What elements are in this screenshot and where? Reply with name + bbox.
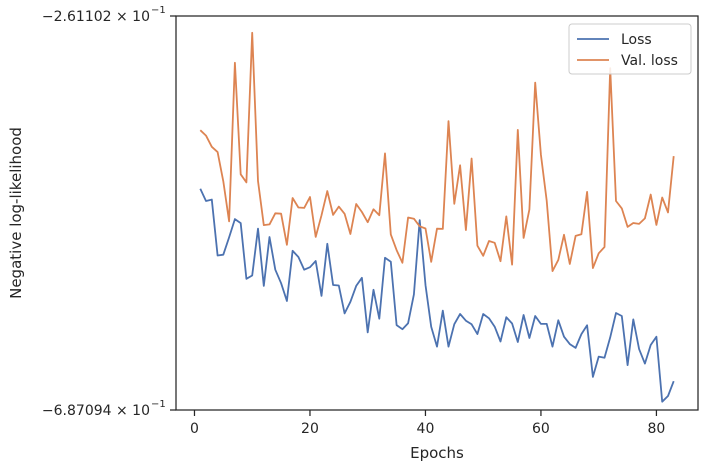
legend-label-val-loss: Val. loss <box>621 53 678 69</box>
y-axis-label: Negative log-likelihood <box>7 127 25 299</box>
x-tick-label: 60 <box>532 421 550 437</box>
series-line-loss <box>199 188 675 403</box>
series-line-val-loss <box>199 31 675 273</box>
x-axis-label: Epochs <box>410 444 464 462</box>
x-tick-label: 40 <box>417 421 435 437</box>
y-tick-label-top: −2.61102 × 10 <box>42 9 150 25</box>
y-tick-exponent-top: −1 <box>151 5 166 16</box>
x-axis-ticks: 0 20 40 60 80 <box>190 410 665 437</box>
x-tick-label: 0 <box>190 421 199 437</box>
legend-label-loss: Loss <box>621 32 652 48</box>
legend-box <box>568 23 692 75</box>
axes-frame <box>175 15 699 411</box>
series-lines <box>199 31 675 403</box>
legend: Loss Val. loss <box>568 23 692 75</box>
x-tick-label: 20 <box>301 421 319 437</box>
x-tick-label: 80 <box>648 421 666 437</box>
y-tick-label-bottom: −6.87094 × 10 <box>42 403 150 419</box>
y-tick-exponent-bottom: −1 <box>151 399 166 410</box>
